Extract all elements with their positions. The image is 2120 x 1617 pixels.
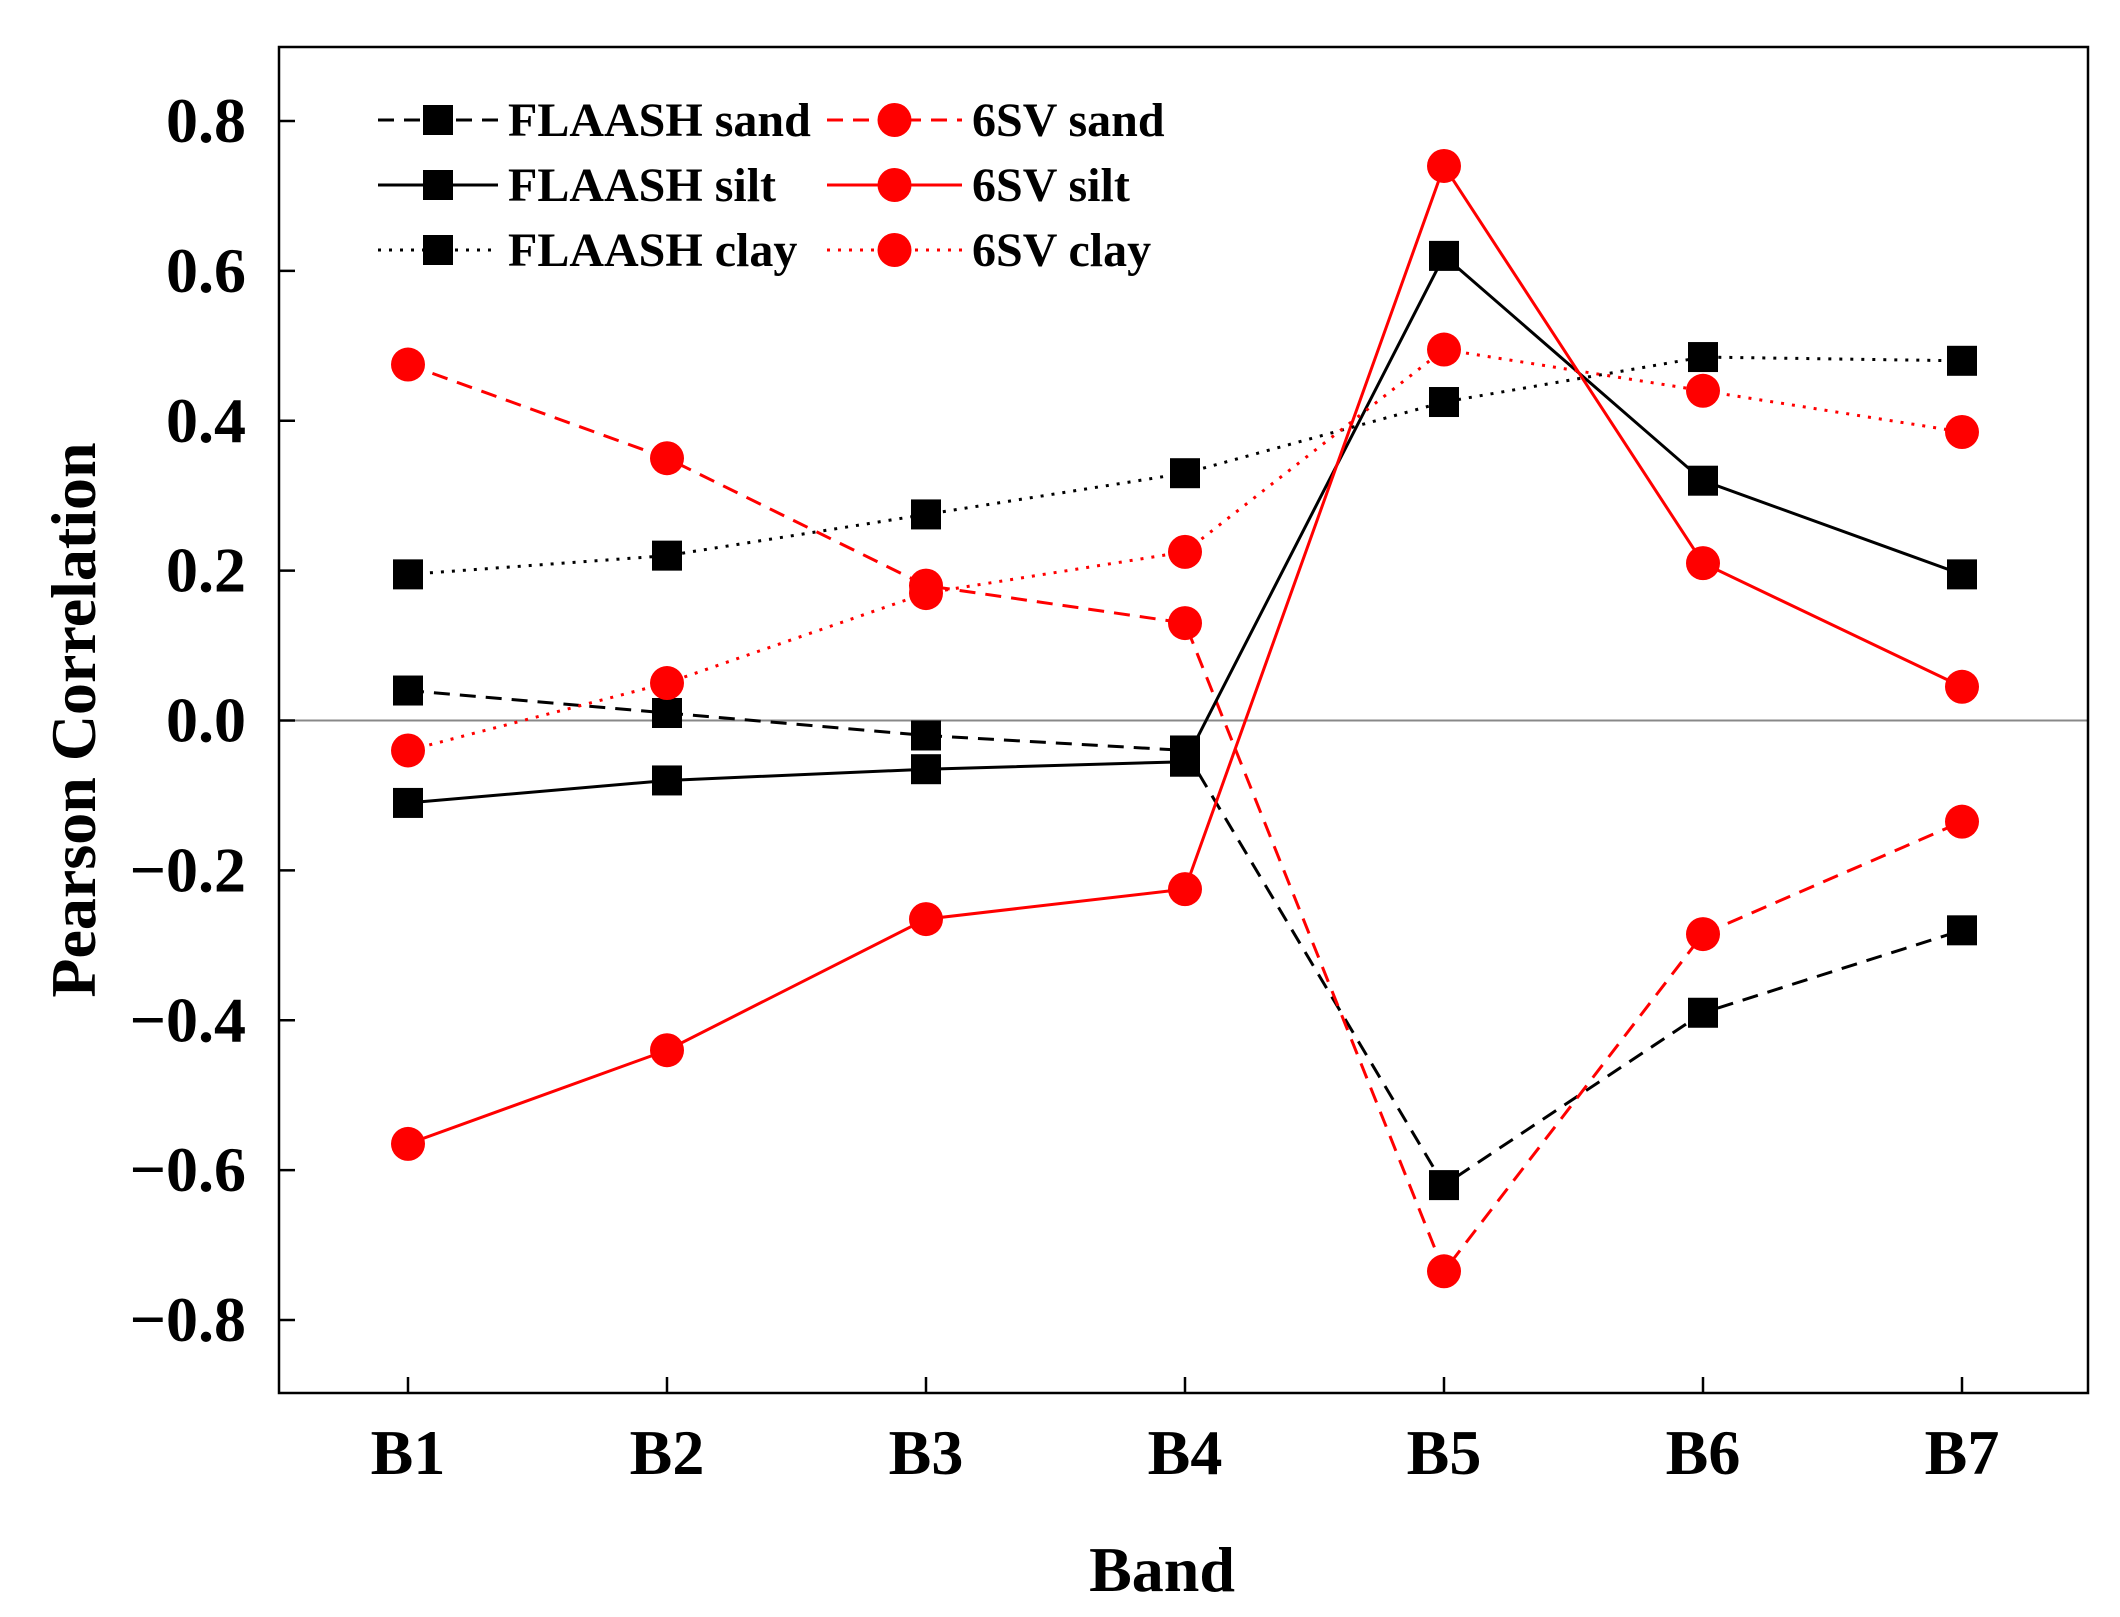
data-point-flaash-sand (1688, 997, 1718, 1028)
data-point-flaash-clay (393, 559, 423, 590)
data-point-flaash-silt (1429, 240, 1459, 271)
legend-label: 6SV sand (972, 94, 1165, 147)
y-tick-label: 0.6 (166, 235, 246, 306)
data-point-flaash-clay (1688, 342, 1718, 373)
y-axis-title: Pearson Correlation (38, 442, 109, 997)
data-point-flaash-sand (911, 720, 941, 751)
data-point-6sv-clay (909, 576, 943, 611)
legend-item-flaash-silt: FLAASH silt (378, 159, 776, 212)
data-point-flaash-sand (652, 698, 682, 729)
x-axis-title: Band (1089, 1534, 1235, 1605)
legend: FLAASH sand 6SV sand FLAASH silt 6SV silt FL… (378, 94, 1165, 277)
legend-label: FLAASH clay (508, 224, 797, 277)
data-point-flaash-silt (911, 754, 941, 785)
data-point-6sv-sand (650, 441, 684, 476)
x-tick-label: B4 (1148, 1417, 1223, 1488)
legend-label: FLAASH sand (508, 94, 811, 147)
x-tick-label: B5 (1407, 1417, 1482, 1488)
data-point-flaash-sand (1947, 915, 1977, 946)
y-tick-label: 0.2 (166, 535, 246, 606)
y-tick-label: −0.4 (130, 984, 246, 1055)
x-tick-label: B2 (630, 1417, 705, 1488)
data-point-6sv-clay (1945, 414, 1979, 449)
legend-item-flaash-sand: FLAASH sand (378, 94, 811, 147)
y-tick-label: 0.8 (166, 85, 246, 156)
data-point-6sv-silt (1427, 148, 1461, 183)
data-point-6sv-silt (909, 902, 943, 937)
data-point-flaash-clay (1947, 345, 1977, 376)
x-tick-label: B1 (371, 1417, 446, 1488)
data-point-flaash-silt (652, 765, 682, 796)
legend-marker (877, 103, 912, 137)
data-point-flaash-clay (911, 499, 941, 530)
y-tick-label: −0.6 (130, 1134, 246, 1205)
data-point-6sv-silt (1168, 872, 1202, 907)
data-point-flaash-silt (1688, 465, 1718, 496)
series-flaash-silt (393, 240, 1977, 818)
legend-label: 6SV silt (972, 159, 1130, 212)
data-point-flaash-silt (1947, 559, 1977, 590)
data-point-6sv-silt (391, 1126, 425, 1161)
data-point-6sv-clay (1168, 534, 1202, 569)
series-6sv-silt (391, 148, 1979, 1161)
data-point-flaash-sand (1429, 1170, 1459, 1201)
data-point-6sv-sand (1686, 917, 1720, 952)
legend-marker (423, 105, 453, 135)
data-point-6sv-clay (391, 733, 425, 768)
data-point-6sv-clay (1427, 332, 1461, 367)
x-tick-label: B7 (1925, 1417, 2000, 1488)
data-point-6sv-clay (650, 666, 684, 701)
data-point-flaash-silt (1170, 746, 1200, 777)
legend-item-6sv-clay: 6SV clay (827, 224, 1151, 277)
data-point-6sv-clay (1686, 373, 1720, 408)
data-point-6sv-silt (1686, 546, 1720, 581)
legend-item-flaash-clay: FLAASH clay (378, 224, 797, 277)
y-tick-label: 0.4 (166, 385, 246, 456)
y-tick-label: 0.0 (166, 685, 246, 756)
legend-label: 6SV clay (972, 224, 1151, 277)
legend-label: FLAASH silt (508, 159, 776, 212)
data-point-6sv-silt (1945, 669, 1979, 704)
data-point-flaash-clay (1170, 458, 1200, 489)
legend-marker (423, 170, 453, 200)
x-tick-label: B6 (1666, 1417, 1741, 1488)
legend-marker (877, 233, 912, 267)
x-tick-label: B3 (889, 1417, 964, 1488)
legend-marker (877, 168, 912, 202)
data-point-6sv-sand (1945, 804, 1979, 839)
data-point-flaash-sand (393, 675, 423, 706)
data-point-6sv-sand (1168, 606, 1202, 641)
data-point-flaash-clay (652, 540, 682, 571)
data-point-6sv-sand (1427, 1254, 1461, 1289)
y-tick-label: −0.8 (130, 1284, 246, 1355)
series-6sv-clay (391, 332, 1979, 768)
y-tick-label: −0.2 (130, 834, 246, 905)
data-point-6sv-sand (391, 347, 425, 382)
data-point-6sv-silt (650, 1033, 684, 1068)
legend-item-6sv-sand: 6SV sand (827, 94, 1165, 147)
legend-item-6sv-silt: 6SV silt (827, 159, 1130, 212)
data-point-flaash-silt (393, 787, 423, 818)
series-flaash-clay (393, 342, 1977, 590)
legend-marker (423, 235, 453, 265)
data-point-flaash-clay (1429, 387, 1459, 418)
